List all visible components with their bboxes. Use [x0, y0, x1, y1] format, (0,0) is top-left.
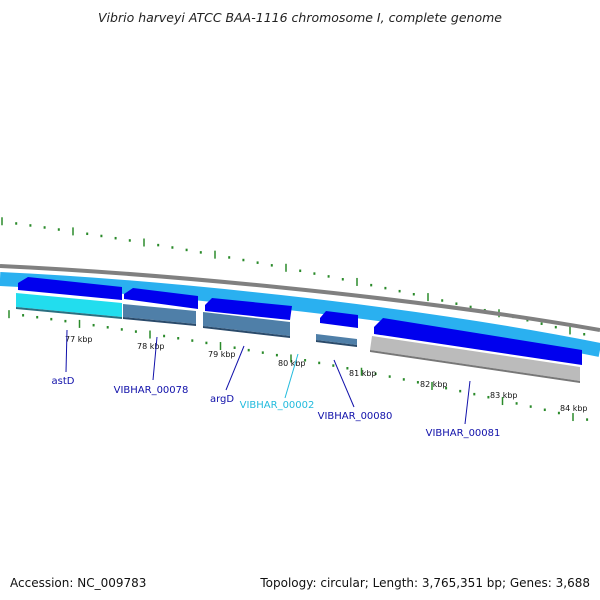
- genome-info-text: Topology: circular; Length: 3,765,351 bp…: [260, 576, 590, 590]
- gene-label-VIBHAR_00081[interactable]: VIBHAR_00081: [426, 428, 501, 439]
- kbp-label: 79 kbp: [208, 350, 236, 359]
- gene-box-argD: [203, 312, 290, 338]
- kbp-label: 84 kbp: [560, 404, 588, 413]
- kbp-label: 77 kbp: [65, 335, 93, 344]
- gene-box-VIBHAR_00078: [123, 304, 196, 326]
- cds-arrow: [320, 311, 358, 328]
- kbp-label: 83 kbp: [490, 391, 518, 400]
- leader-line: [464, 380, 471, 425]
- gene-label-VIBHAR_00080[interactable]: VIBHAR_00080: [318, 411, 393, 422]
- gene-label-VIBHAR_00078[interactable]: VIBHAR_00078: [114, 385, 189, 396]
- leader-line: [225, 345, 245, 391]
- leader-line: [65, 329, 68, 373]
- gene-box-VIBHAR_00081: [370, 336, 580, 383]
- leader-line: [333, 359, 355, 408]
- leader-line: [152, 336, 158, 381]
- gene-label-astD[interactable]: astD: [52, 376, 75, 387]
- map-title: Vibrio harveyi ATCC BAA-1116 chromosome …: [98, 10, 502, 25]
- leader-line: [284, 353, 299, 399]
- cds-arrow: [374, 318, 582, 365]
- cds-arrow: [205, 298, 292, 320]
- gene-box-astD: [16, 293, 122, 319]
- kbp-label: 81 kbp: [349, 369, 377, 378]
- inner-tick-row: [8, 310, 589, 422]
- accession-text: Accession: NC_009783: [10, 576, 147, 590]
- gene-label-argD[interactable]: argD: [210, 394, 234, 405]
- cds-arrow: [18, 277, 122, 300]
- outer-tick-row: [1, 217, 586, 336]
- backbone-line: [0, 264, 600, 332]
- kbp-label: 78 kbp: [137, 342, 165, 351]
- cds-arrow: [124, 288, 198, 309]
- kbp-label: 82 kbp: [420, 380, 448, 389]
- gene-box-VIBHAR_00080: [316, 334, 357, 347]
- gene-label-VIBHAR_00002[interactable]: VIBHAR_00002: [240, 400, 315, 411]
- kbp-label: 80 kbp: [278, 359, 306, 368]
